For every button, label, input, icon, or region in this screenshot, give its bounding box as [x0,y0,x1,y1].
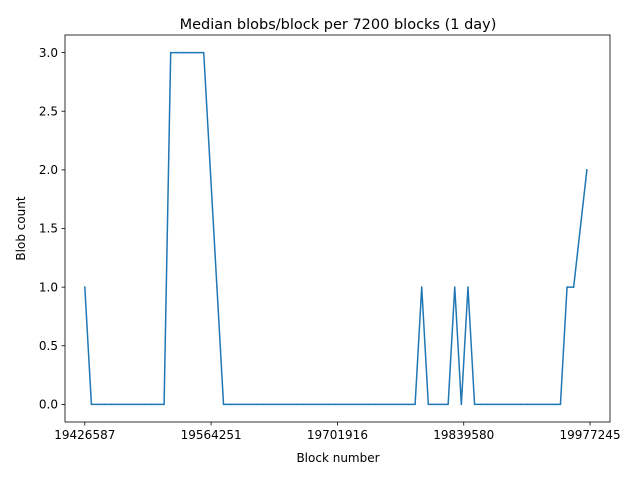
data-point [460,403,463,406]
data-point [216,286,218,288]
data-point [163,403,165,406]
data-point [123,403,126,406]
data-point [453,286,456,288]
data-point [381,403,383,406]
data-point [275,403,278,406]
x-tick-label: 19977245 [560,428,621,442]
data-point [559,403,562,406]
data-point [533,403,535,406]
data-point [513,403,515,406]
y-axis-label: Blob count [14,196,28,260]
data-point [156,403,159,406]
data-point [143,403,146,406]
data-point [354,403,357,406]
data-point [169,51,172,54]
y-tick-label: 0.0 [39,398,58,412]
data-point [487,403,489,406]
data-point [493,403,496,406]
data-point [321,403,324,406]
y-tick-label: 1.5 [39,222,58,236]
data-point [282,403,284,406]
data-point [209,169,212,171]
data-point [374,403,377,406]
chart-title: Median blobs/block per 7200 blocks (1 da… [180,17,497,33]
y-tick-label: 1.0 [39,280,58,294]
data-point [150,403,152,406]
data-point [249,403,251,406]
data-point [520,403,522,406]
data-point [235,403,238,406]
data-point [526,403,529,406]
data-point [202,51,205,54]
data-point [196,51,198,54]
data-point [467,286,469,288]
data-point [269,403,271,406]
data-point [189,51,192,54]
data-point [315,403,317,406]
data-point [295,403,297,406]
x-tick-label: 19701916 [307,428,368,442]
x-tick-label: 19564251 [181,428,242,442]
data-point [447,403,449,406]
y-tick-label: 3.0 [39,46,58,60]
data-point [566,286,568,288]
data-point [440,403,443,406]
data-point [473,403,476,406]
data-point [387,403,390,406]
x-tick-label: 19426587 [54,428,115,442]
data-point [262,403,264,406]
data-point [288,403,291,406]
data-point [335,403,337,406]
data-point [427,403,430,406]
data-point [539,403,542,406]
data-point [130,403,132,406]
y-tick-label: 0.5 [39,339,58,353]
data-point [222,403,225,406]
x-tick-label: 19839580 [433,428,494,442]
data-point [361,403,364,406]
data-point [110,403,112,406]
data-point [229,403,231,406]
data-point [553,403,555,406]
data-point [506,403,509,406]
data-point [401,403,403,406]
x-axis-label: Block number [296,451,379,465]
data-point [480,403,482,406]
data-point [500,403,502,406]
data-point [434,403,436,406]
data-point [348,403,350,406]
data-point [136,403,139,406]
plot-area [84,51,588,406]
y-tick-label: 2.5 [39,104,58,118]
data-point [579,227,582,230]
data-point [242,403,245,406]
data-point [302,403,304,406]
data-point [176,51,179,54]
data-point [328,403,330,406]
plot-frame [64,34,611,423]
data-point [255,403,258,406]
data-point [394,403,397,406]
data-point [368,403,370,406]
data-point [117,403,119,406]
data-point [103,403,106,406]
data-point [90,403,93,406]
data-point [414,403,416,406]
axis-ticks: 19426587 19564251 19701916 19839580 19977245… [39,46,621,442]
data-point [407,403,410,406]
data-point [546,403,548,406]
data-point [420,286,423,288]
data-point [97,403,99,406]
y-tick-label: 2.0 [39,163,58,177]
data-point [572,286,575,288]
data-point [341,403,344,406]
data-point [183,51,185,54]
data-point [84,286,86,288]
data-point [308,403,311,406]
data-point [586,169,588,171]
